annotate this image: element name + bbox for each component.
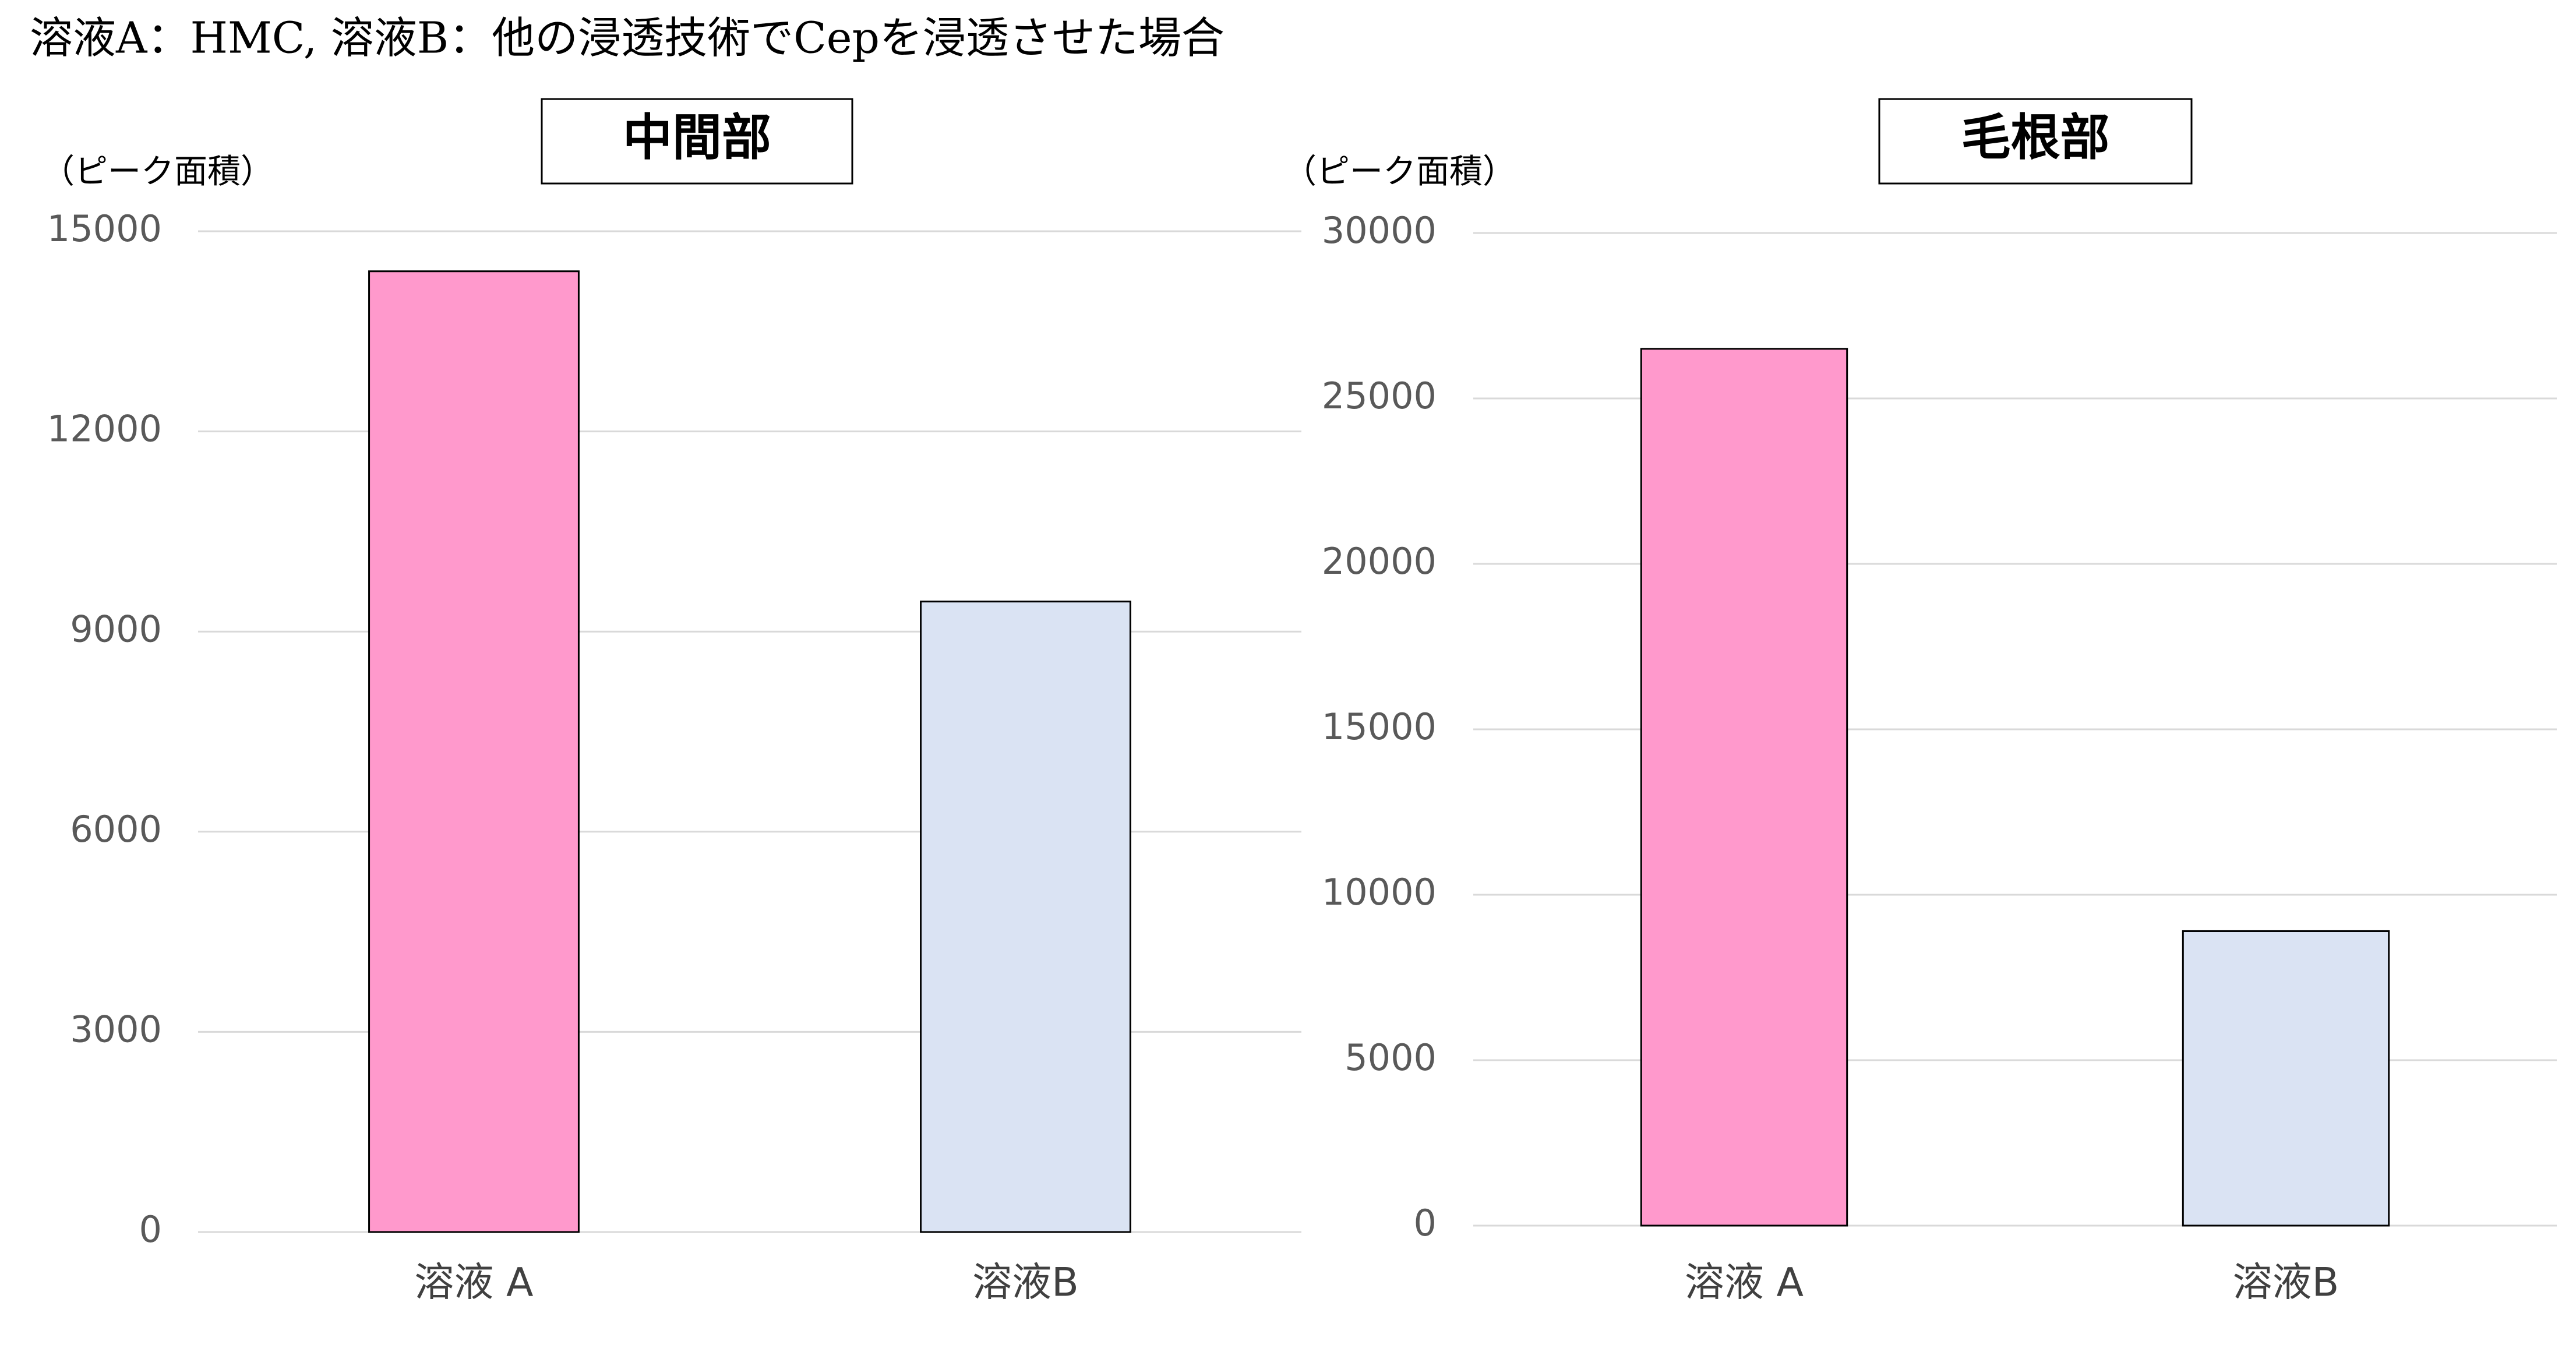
y-tick-label: 0 [1414,1202,1437,1244]
bar [920,601,1131,1233]
chart-title-box [1878,98,2193,185]
page-title: 溶液A：HMC, 溶液B：他の浸透技術でCepを浸透させた場合 [30,13,1225,63]
y-tick-label: 30000 [1322,209,1437,252]
y-tick-label: 6000 [70,808,162,850]
y-tick-label: 15000 [47,207,162,250]
bar [2182,930,2390,1227]
y-tick-label: 10000 [1322,871,1437,913]
x-tick-label: 溶液 A [414,1260,533,1306]
x-tick-label: 溶液B [972,1260,1079,1306]
y-tick-label: 9000 [70,608,162,650]
chart-title: 毛根部 [1961,109,2109,167]
bar [368,270,580,1233]
y-tick-label: 0 [139,1208,162,1251]
y-axis-label: （ピーク面積） [1283,153,1516,191]
chart-title: 中間部 [623,109,771,167]
y-tick-label: 15000 [1322,705,1437,748]
y-tick-label: 3000 [70,1008,162,1050]
y-axis-label: （ピーク面積） [41,153,274,191]
chart-title-box [541,98,853,185]
y-tick-label: 25000 [1322,375,1437,417]
x-tick-label: 溶液 A [1685,1260,1804,1306]
bar [1640,348,1848,1227]
y-tick-label: 5000 [1345,1036,1437,1079]
x-tick-label: 溶液B [2233,1260,2339,1306]
y-tick-label: 12000 [47,408,162,450]
y-tick-label: 20000 [1322,540,1437,583]
